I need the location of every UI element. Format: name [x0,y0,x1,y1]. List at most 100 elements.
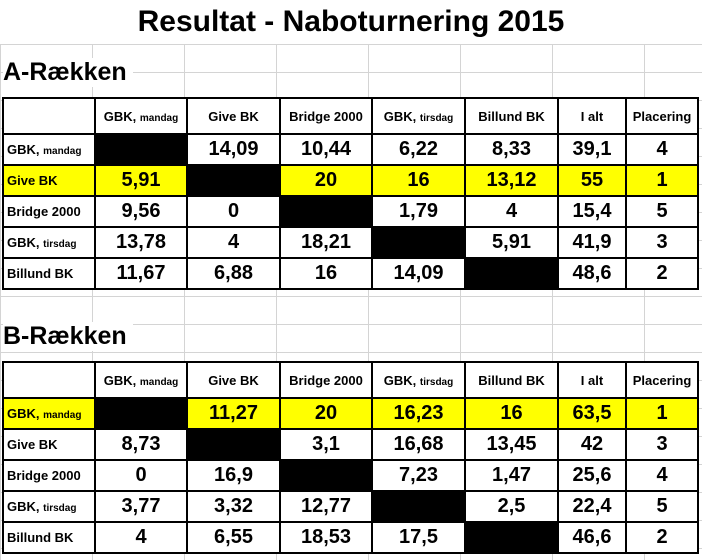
score-cell: 13,45 [464,428,559,461]
page-title: Resultat - Naboturnering 2015 [0,0,702,44]
self-match-blocked-cell [279,459,373,492]
score-cell: 11,27 [186,397,281,430]
self-match-blocked-cell [464,257,559,290]
score-cell: 14,09 [371,257,466,290]
table-row: Bridge 2000 9,56 0 1,79 4 15,4 5 [2,195,699,228]
total-cell: 63,5 [557,397,627,430]
score-cell: 14,09 [186,133,281,166]
column-header: Placering [625,97,699,135]
score-cell: 8,33 [464,133,559,166]
column-header: Billund BK [464,97,559,135]
column-header: Bridge 2000 [279,97,373,135]
column-header: I alt [557,361,627,399]
score-cell: 3,1 [279,428,373,461]
score-cell: 16,68 [371,428,466,461]
table-row: Give BK 8,73 3,1 16,68 13,45 42 3 [2,428,699,461]
table-row: Billund BK 4 6,55 18,53 17,5 46,6 2 [2,521,699,554]
b-results-table: GBK, mandag Give BK Bridge 2000 GBK, tirsda… [2,361,699,554]
score-cell: 5,91 [464,226,559,259]
total-cell: 25,6 [557,459,627,492]
score-cell: 1,47 [464,459,559,492]
column-header: Give BK [186,361,281,399]
score-cell: 13,12 [464,164,559,197]
column-header: I alt [557,97,627,135]
total-cell: 39,1 [557,133,627,166]
score-cell: 12,77 [279,490,373,523]
placement-cell: 3 [625,226,699,259]
row-label: GBK, mandag [2,133,96,166]
score-cell: 6,88 [186,257,281,290]
score-cell: 5,91 [94,164,188,197]
score-cell: 20 [279,397,373,430]
placement-cell: 1 [625,397,699,430]
self-match-blocked-cell [94,397,188,430]
total-cell: 48,6 [557,257,627,290]
score-cell: 18,21 [279,226,373,259]
a-section-heading: A-Rækken [3,58,133,87]
row-label: GBK, tirsdag [2,490,96,523]
table-row: Give BK 5,91 20 16 13,12 55 1 [2,164,699,197]
table-row: GBK, tirsdag 13,78 4 18,21 5,91 41,9 3 [2,226,699,259]
row-label: Bridge 2000 [2,195,96,228]
score-cell: 0 [186,195,281,228]
row-label: GBK, mandag [2,397,96,430]
score-cell: 2,5 [464,490,559,523]
score-cell: 4 [464,195,559,228]
score-cell: 20 [279,164,373,197]
placement-cell: 4 [625,459,699,492]
column-header: Billund BK [464,361,559,399]
self-match-blocked-cell [371,490,466,523]
score-cell: 16,23 [371,397,466,430]
column-header: GBK, tirsdag [371,361,466,399]
score-cell: 13,78 [94,226,188,259]
score-cell: 3,77 [94,490,188,523]
total-cell: 15,4 [557,195,627,228]
row-label: Give BK [2,428,96,461]
row-label: Billund BK [2,257,96,290]
table-row: Bridge 2000 0 16,9 7,23 1,47 25,6 4 [2,459,699,492]
score-cell: 7,23 [371,459,466,492]
column-header: Give BK [186,97,281,135]
score-cell: 18,53 [279,521,373,554]
score-cell: 4 [186,226,281,259]
placement-cell: 5 [625,490,699,523]
score-cell: 17,5 [371,521,466,554]
score-cell: 3,32 [186,490,281,523]
b-section-heading: B-Rækken [3,322,133,351]
placement-cell: 2 [625,521,699,554]
score-cell: 11,67 [94,257,188,290]
column-header: GBK, mandag [94,361,188,399]
placement-cell: 1 [625,164,699,197]
total-cell: 41,9 [557,226,627,259]
score-cell: 16 [371,164,466,197]
column-header: Bridge 2000 [279,361,373,399]
self-match-blocked-cell [186,164,281,197]
table-row: Billund BK 11,67 6,88 16 14,09 48,6 2 [2,257,699,290]
score-cell: 6,55 [186,521,281,554]
total-cell: 22,4 [557,490,627,523]
row-label: Bridge 2000 [2,459,96,492]
score-cell: 4 [94,521,188,554]
header-corner-cell [2,97,96,135]
column-header: GBK, mandag [94,97,188,135]
self-match-blocked-cell [464,521,559,554]
self-match-blocked-cell [186,428,281,461]
score-cell: 6,22 [371,133,466,166]
score-cell: 1,79 [371,195,466,228]
score-cell: 16 [464,397,559,430]
total-cell: 55 [557,164,627,197]
score-cell: 10,44 [279,133,373,166]
placement-cell: 5 [625,195,699,228]
row-label: GBK, tirsdag [2,226,96,259]
column-header: Placering [625,361,699,399]
score-cell: 16,9 [186,459,281,492]
table-row: GBK, tirsdag 3,77 3,32 12,77 2,5 22,4 5 [2,490,699,523]
column-header: GBK, tirsdag [371,97,466,135]
a-results-table: GBK, mandag Give BK Bridge 2000 GBK, tirsda… [2,97,699,290]
score-cell: 9,56 [94,195,188,228]
placement-cell: 2 [625,257,699,290]
placement-cell: 3 [625,428,699,461]
self-match-blocked-cell [94,133,188,166]
total-cell: 42 [557,428,627,461]
score-cell: 8,73 [94,428,188,461]
